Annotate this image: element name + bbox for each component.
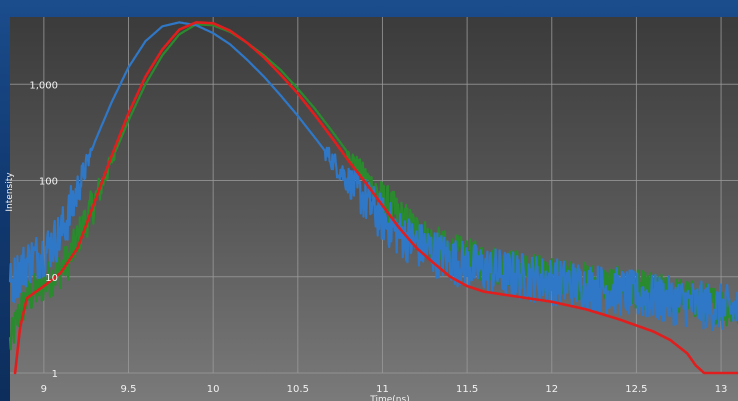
x-tick-label: 10.5	[287, 384, 309, 395]
x-tick-label: 9	[41, 384, 47, 395]
x-tick-label: 9.5	[121, 384, 137, 395]
y-axis-label: Intensity	[5, 172, 15, 212]
x-axis-label: Time(ns)	[369, 395, 409, 401]
series-line	[8, 21, 738, 332]
x-tick-labels: 9 9.5 10 10.5 11 11.5 12 12.5 13	[41, 384, 728, 395]
y-tick-label: 1	[52, 369, 58, 380]
y-tick-label: 1,000	[29, 80, 58, 91]
x-tick-label: 12	[545, 384, 558, 395]
series-line	[13, 21, 738, 375]
x-tick-label: 10	[207, 384, 220, 395]
y-tick-labels: 1 10 100 1,000	[29, 80, 58, 380]
x-tick-label: 13	[715, 384, 728, 395]
series-group	[8, 21, 738, 375]
x-tick-label: 11.5	[456, 384, 478, 395]
grid	[10, 17, 738, 374]
x-tick-label: 11	[376, 384, 389, 395]
y-tick-label: 100	[39, 177, 58, 188]
x-tick-label: 12.5	[625, 384, 647, 395]
y-tick-label: 10	[45, 273, 58, 284]
